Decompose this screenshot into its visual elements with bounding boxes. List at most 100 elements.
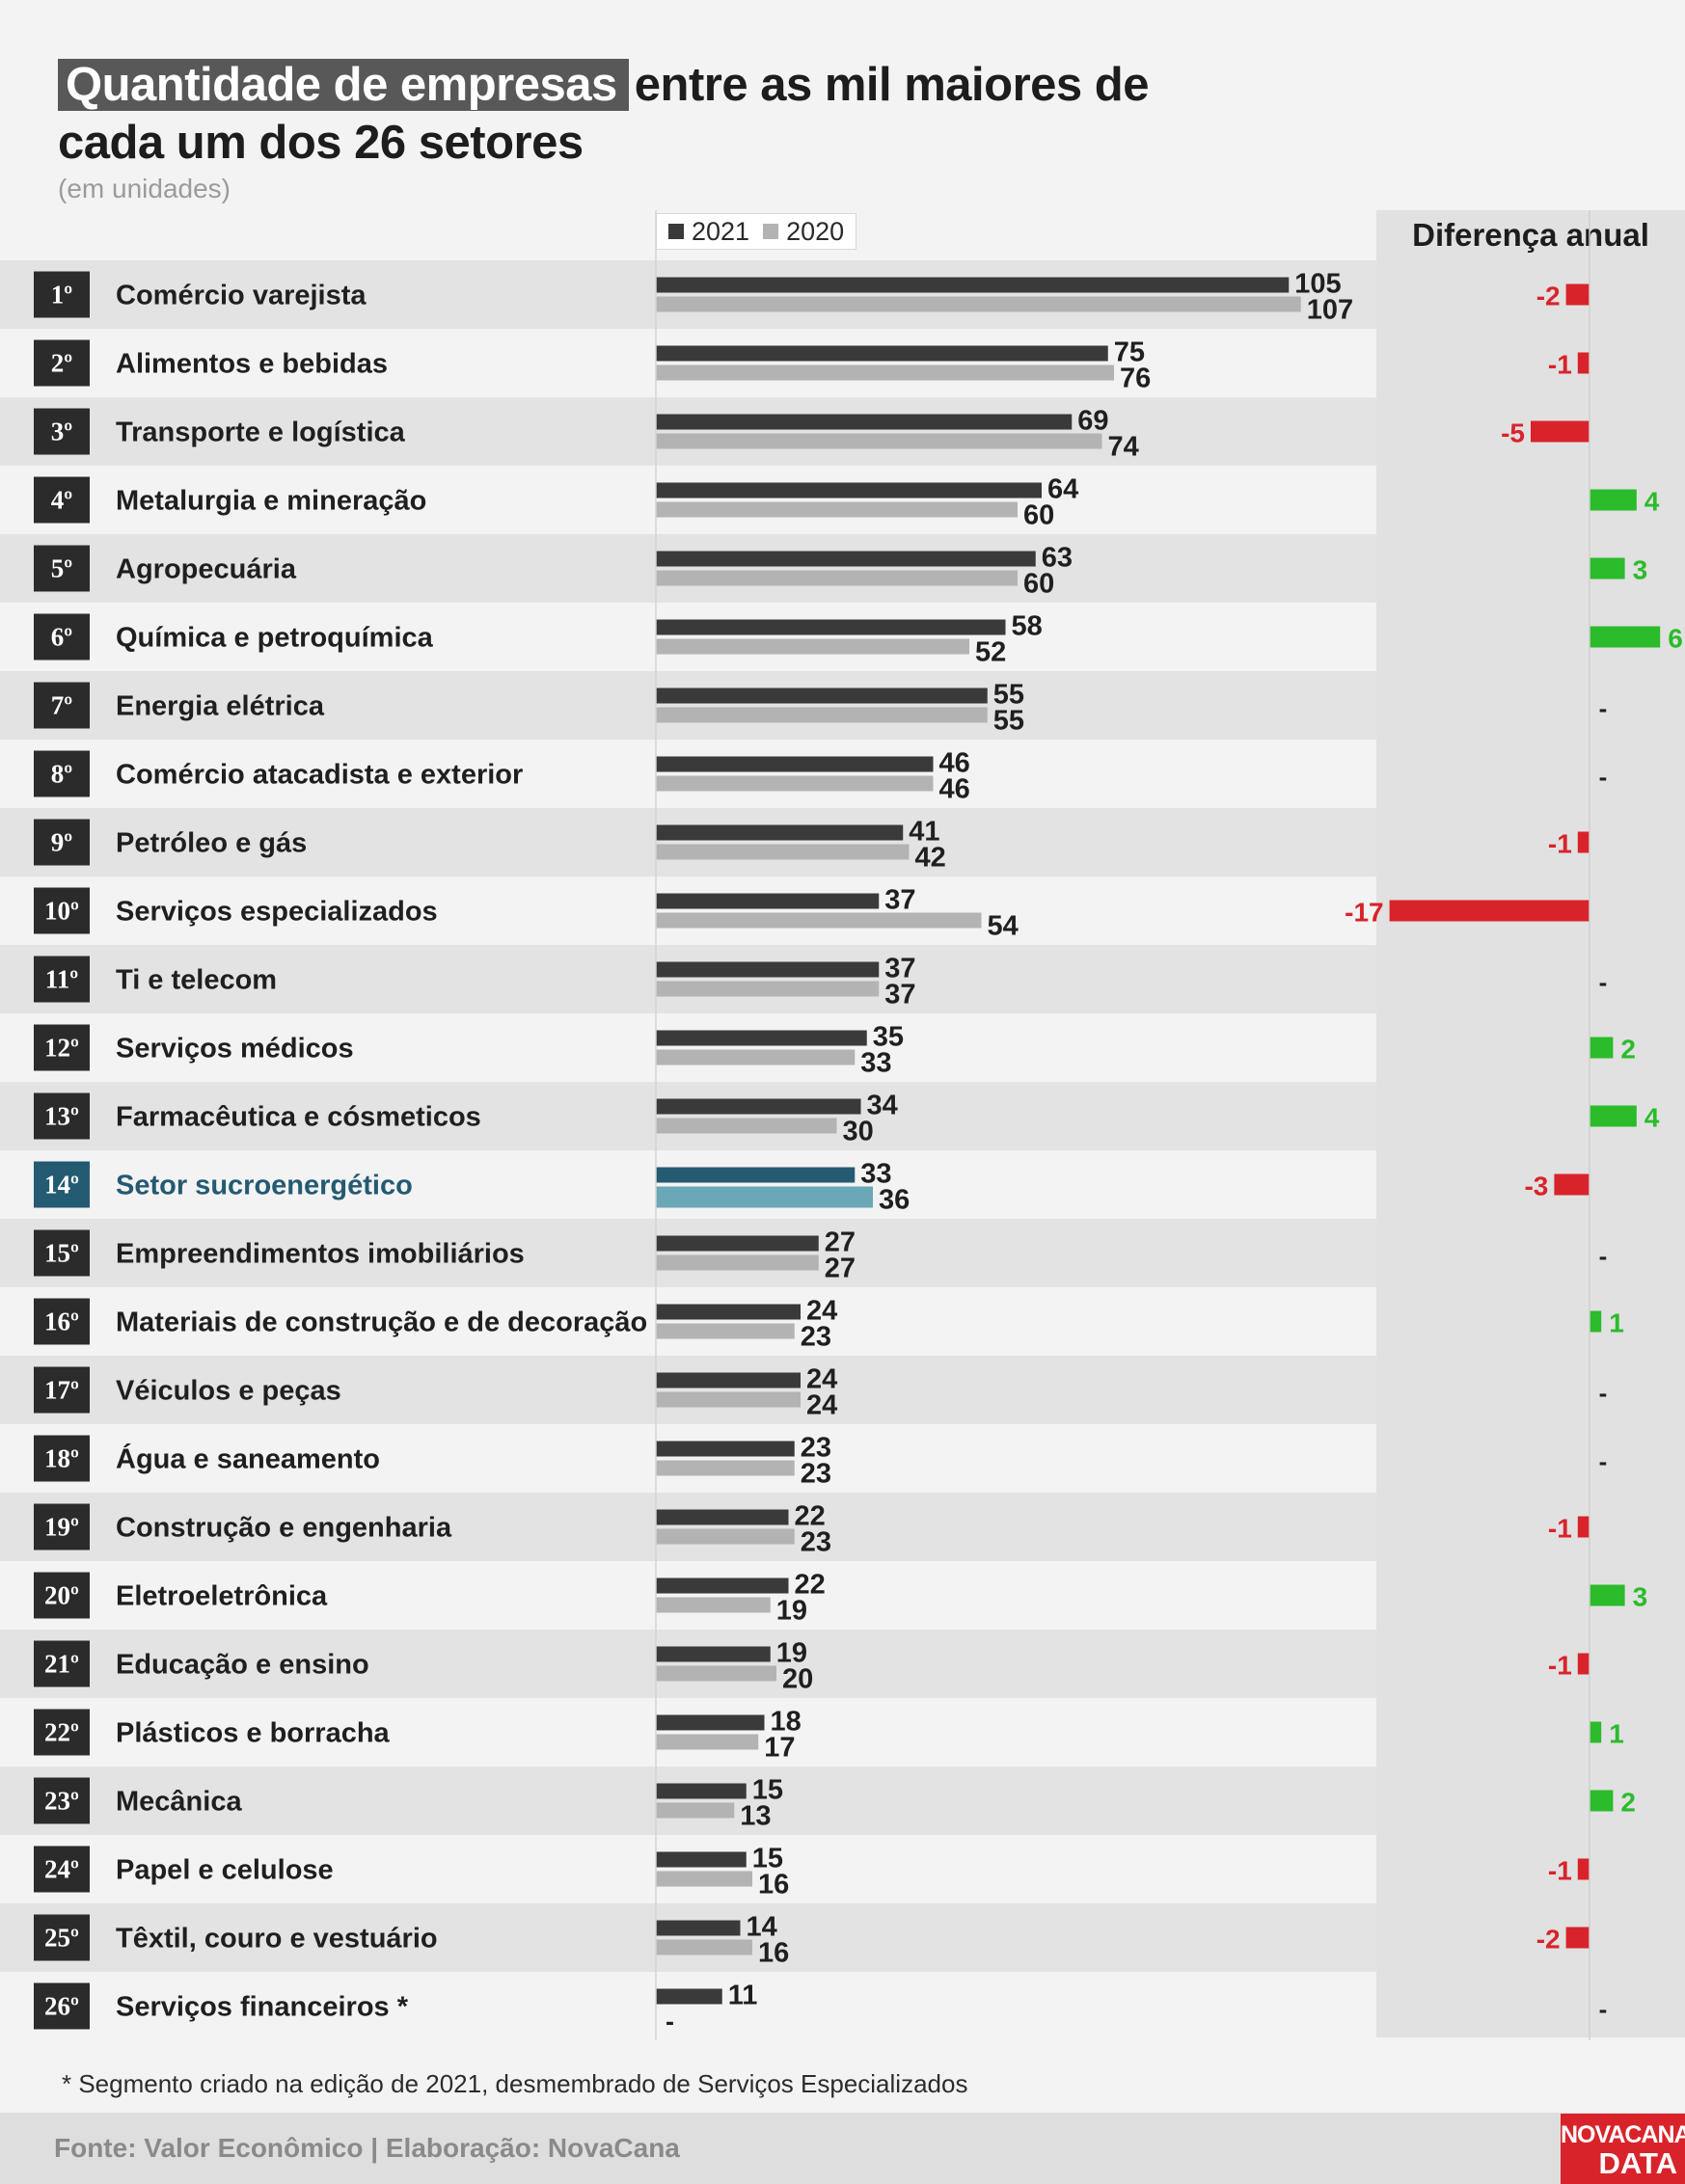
- difference-label: 1: [1609, 1308, 1624, 1338]
- value-label-2020: 46: [939, 774, 970, 805]
- rank-label: 21º: [44, 1650, 79, 1679]
- value-label-2021: 22: [795, 1570, 826, 1601]
- difference-bar-positive: [1590, 557, 1625, 580]
- value-label-2020: 16: [758, 1938, 789, 1969]
- bar-2021: [656, 756, 934, 772]
- row-background: [0, 1903, 1376, 1972]
- category-label: Serviços financeiros *: [116, 1992, 409, 2023]
- category-label: Comércio atacadista e exterior: [116, 760, 523, 791]
- value-label-2021: 15: [752, 1775, 783, 1806]
- difference-label: -1: [1548, 1651, 1572, 1681]
- rank-label: 1º: [51, 281, 73, 310]
- bar-2020: [656, 1734, 759, 1750]
- row-background: [0, 1287, 1376, 1356]
- bar-2020: [656, 1871, 752, 1887]
- difference-bar-negative: [1577, 1858, 1590, 1880]
- rank-box: [34, 1161, 90, 1208]
- bar-2020: [656, 1802, 735, 1819]
- row-background: [0, 1013, 1376, 1082]
- category-label: Têxtil, couro e vestuário: [116, 1924, 438, 1955]
- bar-2021: [656, 893, 880, 909]
- difference-label: -1: [1548, 1514, 1572, 1544]
- value-label-2021: 37: [884, 885, 915, 916]
- rank-box: [34, 1024, 90, 1071]
- legend-item-2021: 2021: [668, 217, 749, 247]
- bar-2020: [656, 1597, 771, 1613]
- bar-2020: [656, 501, 1018, 518]
- bar-2021: [656, 1441, 795, 1457]
- rank-box: [34, 613, 90, 661]
- difference-label: -2: [1536, 1925, 1561, 1955]
- bar-2021: [656, 1030, 867, 1046]
- value-label-2021: 15: [752, 1844, 783, 1874]
- difference-label: -3: [1524, 1172, 1548, 1201]
- value-label-2021: 35: [873, 1022, 904, 1053]
- rank-box: [34, 1982, 90, 2030]
- rank-label: 5º: [51, 554, 73, 583]
- bar-2021: [656, 1988, 722, 2005]
- rank-label: 7º: [51, 691, 73, 720]
- value-label-2020: 27: [825, 1254, 856, 1284]
- row-background: [0, 1082, 1376, 1150]
- difference-label: 4: [1644, 487, 1660, 517]
- value-label-2020: 16: [758, 1870, 789, 1901]
- rank-box: [34, 1572, 90, 1619]
- bar-2021: [656, 688, 988, 704]
- difference-label: -: [1599, 1379, 1608, 1408]
- value-label-2021: 14: [747, 1912, 777, 1943]
- difference-bar-positive: [1590, 1105, 1637, 1127]
- rank-label: 23º: [44, 1787, 79, 1816]
- value-label-2021: 63: [1042, 543, 1073, 574]
- difference-bar-positive: [1590, 1721, 1602, 1743]
- rank-box: [34, 339, 90, 387]
- category-label: Comércio varejista: [116, 281, 367, 311]
- rank-label: 2º: [51, 349, 73, 378]
- difference-label: -1: [1548, 1856, 1572, 1886]
- difference-label: -: [1599, 1242, 1608, 1271]
- difference-header: Diferença anual: [1412, 217, 1649, 253]
- row-background: [0, 876, 1376, 945]
- bar-2020: [656, 1323, 795, 1339]
- value-label-2021: 69: [1077, 406, 1108, 437]
- difference-label: 3: [1633, 555, 1648, 585]
- value-label-2021: 75: [1114, 337, 1145, 368]
- rank-label: 20º: [44, 1581, 79, 1610]
- bar-2020: [656, 1049, 856, 1065]
- bar-2021: [656, 482, 1042, 499]
- row-background: [0, 808, 1376, 876]
- bar-2020: [656, 1254, 819, 1271]
- difference-label: -: [1599, 1995, 1608, 2024]
- value-label-2020: 76: [1120, 364, 1151, 394]
- value-label-2021: 37: [884, 954, 915, 984]
- difference-bar-negative: [1554, 1173, 1590, 1196]
- category-label: Plásticos e borracha: [116, 1718, 391, 1749]
- difference-label: 3: [1633, 1582, 1648, 1612]
- legend-swatch-2020: [763, 224, 779, 239]
- bar-2020: [656, 981, 880, 997]
- rank-box: [34, 682, 90, 729]
- value-label-2021: 27: [825, 1227, 856, 1258]
- category-label: Energia elétrica: [116, 691, 325, 722]
- category-label: Alimentos e bebidas: [116, 349, 388, 380]
- category-label: Eletroeletrônica: [116, 1581, 328, 1612]
- value-label-2021: 18: [771, 1707, 802, 1738]
- footnote: * Segmento criado na edição de 2021, des…: [62, 2069, 968, 2098]
- rank-box: [34, 750, 90, 797]
- rank-label: 6º: [51, 623, 73, 652]
- value-label-2020: 36: [879, 1185, 910, 1216]
- value-label-2020: 20: [782, 1664, 813, 1695]
- difference-label: -: [1599, 763, 1608, 792]
- legend-label-2020: 2020: [786, 216, 845, 246]
- category-label: Serviços especializados: [116, 897, 438, 928]
- rank-label: 22º: [44, 1718, 79, 1747]
- bar-2021: [656, 551, 1036, 567]
- bar-2020: [656, 844, 910, 860]
- difference-bar-positive: [1590, 1584, 1625, 1606]
- value-label-2021: 24: [806, 1364, 837, 1395]
- difference-label: -5: [1501, 418, 1525, 448]
- bar-2021: [656, 1235, 819, 1252]
- bar-2021: [656, 619, 1006, 635]
- value-label-2020: 24: [806, 1390, 837, 1421]
- rank-box: [34, 1914, 90, 1961]
- rank-label: 4º: [51, 486, 73, 515]
